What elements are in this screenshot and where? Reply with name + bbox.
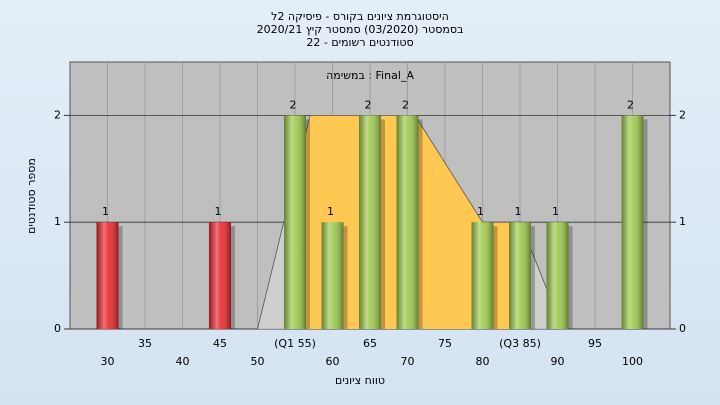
bar-shine — [509, 222, 531, 329]
bar-shine — [621, 115, 644, 330]
bar-shine — [396, 115, 419, 330]
x-tick-label: (Q3 85) — [499, 337, 541, 350]
y2-tick-label: 0 — [679, 322, 686, 335]
value-label: 1 — [102, 205, 109, 218]
y-tick-label: 0 — [54, 322, 61, 335]
y2-tick-label: 2 — [679, 108, 686, 121]
chart-title: בסמסטר (03/2020) סמסטר קיץ 2020/21 — [257, 23, 464, 36]
x-tick-label: 35 — [138, 337, 152, 350]
x-tick-label: 75 — [438, 337, 452, 350]
y-tick-label: 2 — [54, 108, 61, 121]
chart-title: סטודנטים רשומים - 22 — [306, 36, 413, 49]
value-label: 1 — [552, 205, 559, 218]
y-axis-label: מספר סטודנטים — [25, 158, 38, 234]
y2-tick-label: 1 — [679, 215, 686, 228]
bar-shine — [284, 115, 306, 330]
x-tick-label: (Q1 55) — [274, 337, 316, 350]
x-axis-label: טווח ציונים — [335, 374, 385, 387]
x-tick-label: 60 — [326, 355, 340, 368]
bar-shine — [209, 222, 231, 329]
value-label: 1 — [215, 205, 222, 218]
value-label: 1 — [327, 205, 334, 218]
y-tick-label: 1 — [54, 215, 61, 228]
x-tick-label: 30 — [101, 355, 115, 368]
value-label: 1 — [515, 205, 522, 218]
value-label: 2 — [365, 98, 372, 111]
value-label: 2 — [627, 98, 634, 111]
x-tick-label: 65 — [363, 337, 377, 350]
x-tick-label: 90 — [551, 355, 565, 368]
value-label: 1 — [477, 205, 484, 218]
bar-shine — [96, 222, 119, 329]
bar-shine — [359, 115, 381, 330]
x-tick-label: 70 — [401, 355, 415, 368]
chart-title: היסטוגרמת ציונים בקורס - פיסיקה 2ל — [271, 10, 449, 23]
x-tick-label: 100 — [622, 355, 643, 368]
bar-shine — [471, 222, 494, 329]
bar-shine — [546, 222, 569, 329]
x-tick-label: 80 — [476, 355, 490, 368]
value-label: 2 — [402, 98, 409, 111]
x-tick-label: 95 — [588, 337, 602, 350]
x-tick-label: 45 — [213, 337, 227, 350]
x-tick-label: 50 — [251, 355, 265, 368]
x-tick-label: 40 — [176, 355, 190, 368]
value-label: 2 — [290, 98, 297, 111]
bar-shine — [321, 222, 344, 329]
